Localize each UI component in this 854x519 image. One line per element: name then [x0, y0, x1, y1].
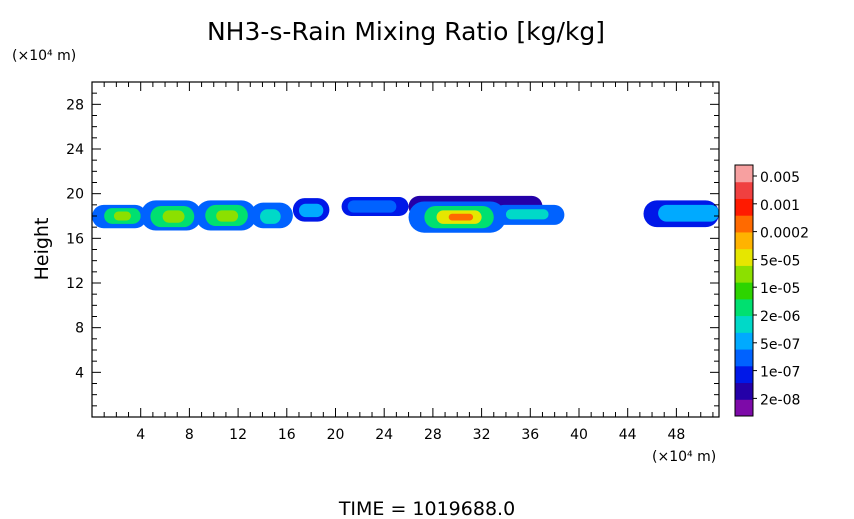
colorbar-swatch: [735, 215, 753, 233]
colorbar: 0.005 0.001 0.0002 5e-05 1e-05 2e-06 5e-07 1e-0…: [734, 164, 809, 417]
colorbar-label: 5e-05: [760, 253, 800, 269]
y-tick-label: 12: [66, 276, 84, 292]
heatmap-cells: [92, 195, 719, 233]
colorbar-label: 5e-07: [760, 337, 800, 353]
heatmap-cell: [260, 209, 281, 224]
chart-title: NH3-s-Rain Mixing Ratio [kg/kg]: [207, 17, 605, 46]
colorbar-label: 2e-08: [760, 392, 800, 408]
y-axis-unit: (×10⁴ m): [12, 48, 76, 64]
heatmap-cell: [113, 211, 131, 221]
x-tick-label: 20: [327, 427, 345, 443]
colorbar-swatch: [735, 349, 753, 367]
colorbar-label: 0.0002: [760, 226, 809, 242]
colorbar-label: 0.001: [760, 198, 800, 214]
heatmap-cell: [216, 210, 239, 222]
x-tick-label: 8: [185, 427, 194, 443]
x-tick-label: 40: [570, 427, 588, 443]
y-tick-label: 24: [66, 142, 84, 158]
colorbar-swatch: [735, 298, 753, 317]
x-axis-ticks: 4 8 12 16 20 24 28 32 36 40 44 48: [103, 82, 714, 443]
colorbar-label: 0.005: [760, 170, 800, 186]
heatmap-cell: [658, 204, 719, 222]
y-axis-label: Height: [31, 218, 53, 281]
colorbar-frame: [734, 164, 754, 417]
y-tick-label: 28: [66, 97, 84, 113]
colorbar-swatch: [735, 315, 753, 333]
heatmap-cell: [347, 200, 397, 213]
colorbar-swatch: [735, 231, 753, 250]
heatmap-cell: [162, 210, 185, 223]
colorbar-swatch: [735, 198, 753, 216]
x-tick-label: 44: [619, 427, 637, 443]
x-tick-label: 32: [473, 427, 491, 443]
x-tick-label: 28: [424, 427, 442, 443]
y-tick-label: 4: [75, 365, 84, 381]
colorbar-swatch: [735, 248, 753, 266]
plot-axes: [91, 81, 720, 418]
y-tick-label: 16: [66, 231, 84, 247]
x-tick-label: 36: [521, 427, 539, 443]
heatmap-cell: [298, 203, 324, 218]
colorbar-label: 1e-07: [760, 365, 800, 381]
x-tick-label: 12: [229, 427, 247, 443]
colorbar-label: 1e-05: [760, 281, 800, 297]
x-axis-unit: (×10⁴ m): [652, 449, 716, 465]
y-tick-label: 8: [75, 321, 84, 337]
colorbar-label: 2e-06: [760, 309, 800, 325]
colorbar-swatch: [735, 365, 753, 384]
heatmap-cell: [448, 213, 474, 221]
y-tick-label: 20: [66, 187, 84, 203]
y-axis-ticks: 4 8 12 16 20 24 28: [66, 92, 719, 407]
x-tick-label: 48: [667, 427, 685, 443]
colorbar-swatch: [735, 265, 753, 283]
heatmap-cell: [505, 209, 549, 220]
colorbar-swatch: [735, 332, 753, 350]
x-tick-label: 4: [136, 427, 145, 443]
colorbar-swatch: [735, 399, 753, 417]
colorbar-swatch: [735, 282, 753, 300]
x-tick-label: 16: [278, 427, 296, 443]
colorbar-swatch: [735, 181, 753, 199]
colorbar-swatch: [735, 382, 753, 400]
time-label: TIME = 1019688.0: [338, 498, 515, 519]
plot-frame: [91, 81, 720, 418]
x-tick-label: 24: [375, 427, 393, 443]
colorbar-swatch: [735, 165, 753, 183]
